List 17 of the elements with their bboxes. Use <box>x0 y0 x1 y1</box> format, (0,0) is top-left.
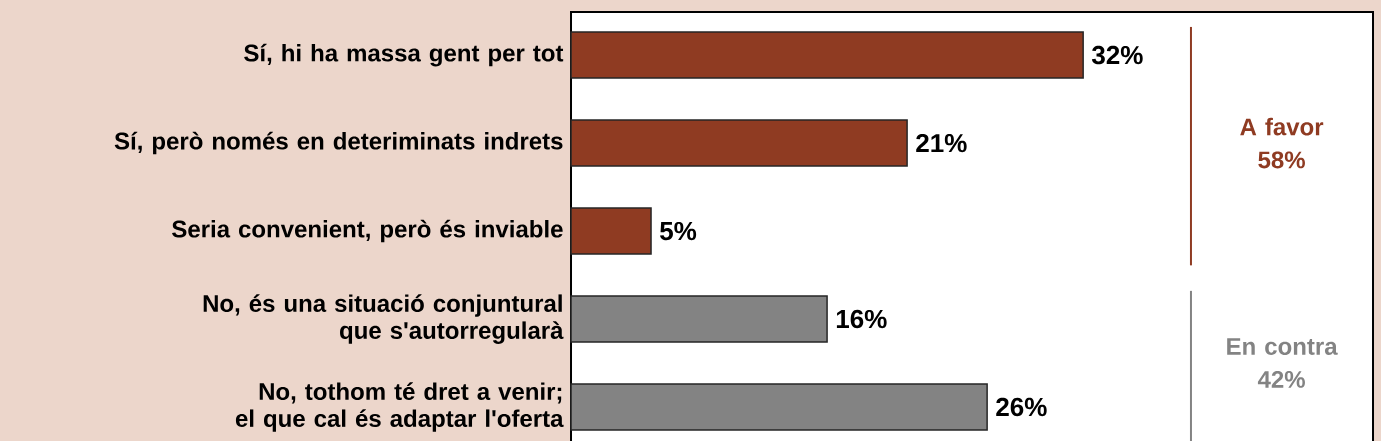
data-label: 5% <box>660 221 697 241</box>
bar <box>570 119 908 167</box>
data-label: 26% <box>996 397 1047 417</box>
text: A favor 58% <box>1240 117 1324 169</box>
bar <box>570 295 828 343</box>
bar <box>570 31 1084 79</box>
y-tick-label: Sí, hi ha massa gent per tot <box>244 43 564 67</box>
y-tick-label: Seria convenient, però és inviable <box>172 219 563 243</box>
text: En contra 42% <box>1227 338 1338 388</box>
data-label: 21% <box>916 133 967 153</box>
data-label: 32% <box>1091 45 1143 65</box>
data-label: 16% <box>836 309 887 329</box>
bar <box>570 383 988 431</box>
y-tick-label: No, és una situació conjuntural que s'autorregularà <box>203 294 564 344</box>
y-tick-label: No, tothom té dret a venir; el que cal és adaptar l'oferta <box>235 382 564 432</box>
y-tick-label: Sí, però només en deteriminats indrets <box>114 131 563 155</box>
bar <box>570 207 652 255</box>
